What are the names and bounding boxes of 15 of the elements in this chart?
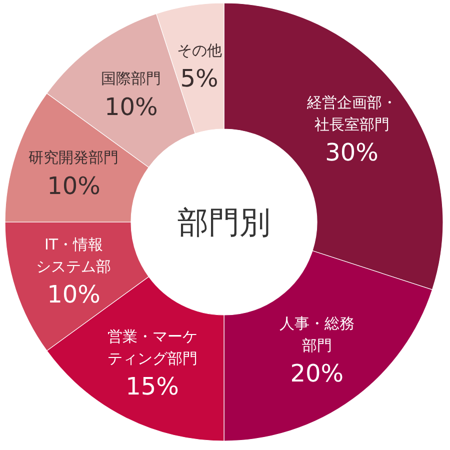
slice-label: 人事・総務部門 xyxy=(279,314,354,354)
data-label: 30% xyxy=(325,138,378,167)
slice-label: 国際部門 xyxy=(101,70,162,88)
data-label: 10% xyxy=(104,92,158,121)
data-label: 20% xyxy=(290,359,344,388)
data-label: 10% xyxy=(47,172,100,200)
slice-label: IT・情報システム部 xyxy=(36,235,112,276)
data-label: 5% xyxy=(180,64,218,93)
data-label: 10% xyxy=(47,280,100,308)
slice-label: 研究開発部門 xyxy=(28,148,119,167)
slice-label: 経営企画部・社長室部門 xyxy=(306,94,397,134)
text: 部門別 xyxy=(178,205,270,241)
data-label: 15% xyxy=(126,372,179,400)
slice-label: 営業・マーケティング部門 xyxy=(107,327,198,368)
slice-label: その他 xyxy=(176,41,222,60)
